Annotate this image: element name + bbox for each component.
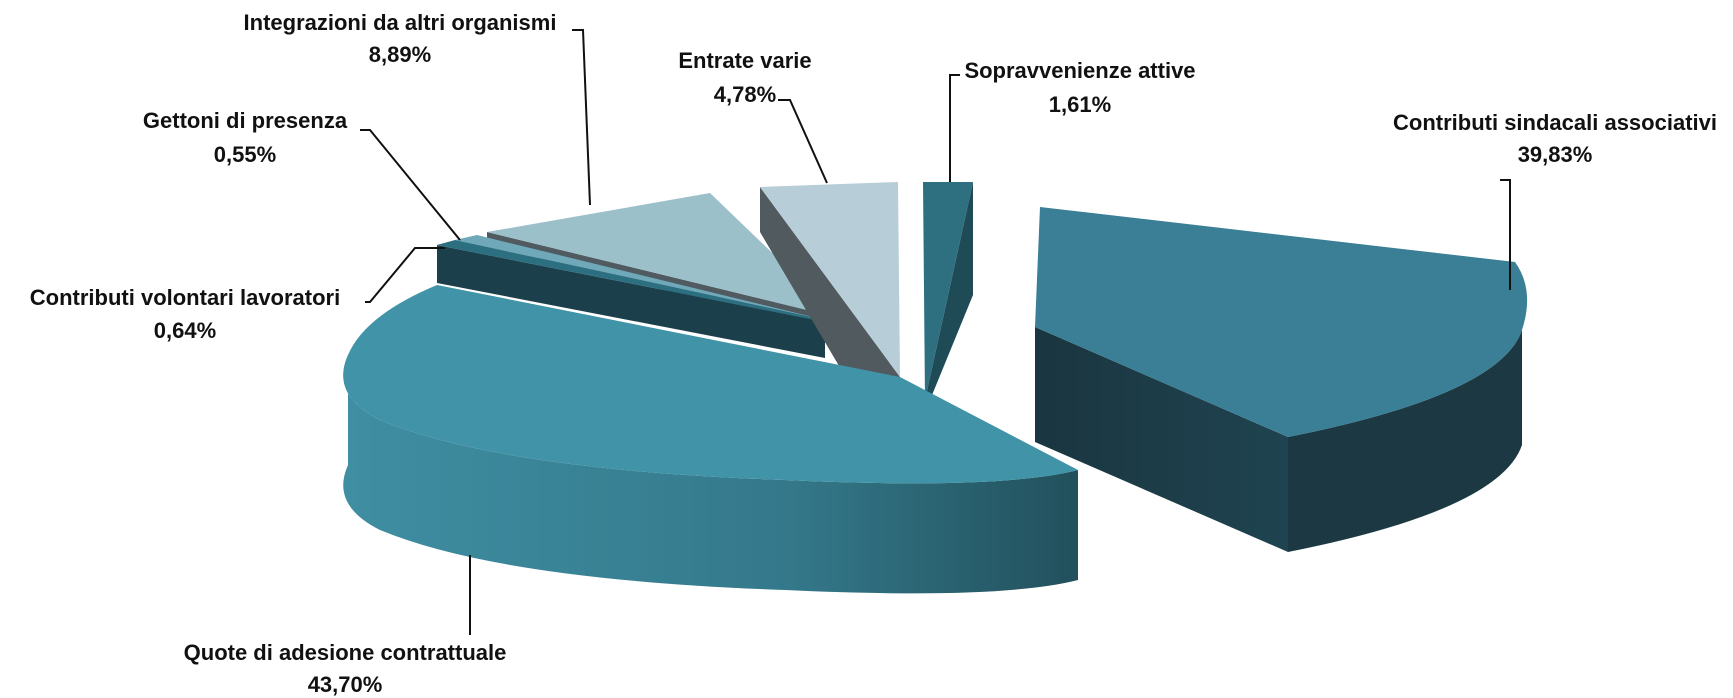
slice-label: Quote di adesione contrattuale [184, 640, 507, 665]
slice-top [487, 193, 840, 318]
slice-top [437, 240, 825, 322]
slice-side [437, 245, 825, 358]
slice-label: Entrate varie [678, 48, 811, 73]
slice-value-label: 8,89% [369, 42, 431, 67]
slice-value-label: 0,55% [214, 142, 276, 167]
slice-label: Sopravvenienze attive [964, 58, 1195, 83]
slice-4 [455, 235, 825, 320]
slice-2 [343, 285, 1078, 594]
slice-label: Gettoni di presenza [143, 108, 348, 133]
slice-side [760, 187, 900, 398]
slice-1 [1035, 207, 1528, 552]
leader-line [1500, 179, 1511, 290]
slice-label: Contributi sindacali associativi [1393, 110, 1717, 135]
slice-side [343, 355, 1078, 594]
slice-3 [437, 240, 825, 358]
slice-6 [760, 182, 900, 398]
slice-7 [923, 182, 973, 400]
slice-top [455, 235, 825, 320]
slice-side [1288, 330, 1522, 552]
slice-top [923, 182, 973, 400]
leader-line [365, 247, 445, 303]
slice-top [343, 285, 1078, 484]
slice-top [1035, 207, 1528, 437]
leader-line [360, 129, 461, 241]
slice-value-label: 0,64% [154, 318, 216, 343]
slice-value-label: 43,70% [308, 672, 383, 697]
slice-top [760, 182, 900, 377]
slice-side [1035, 327, 1288, 552]
leader-line [949, 74, 960, 182]
slice-value-label: 1,61% [1049, 92, 1111, 117]
slice-value-label: 39,83% [1518, 142, 1593, 167]
slice-value-label: 4,78% [714, 82, 776, 107]
leader-line [572, 29, 591, 206]
leader-line [778, 99, 828, 184]
slice-label: Contributi volontari lavoratori [30, 285, 340, 310]
slice-label: Integrazioni da altri organismi [244, 10, 557, 35]
